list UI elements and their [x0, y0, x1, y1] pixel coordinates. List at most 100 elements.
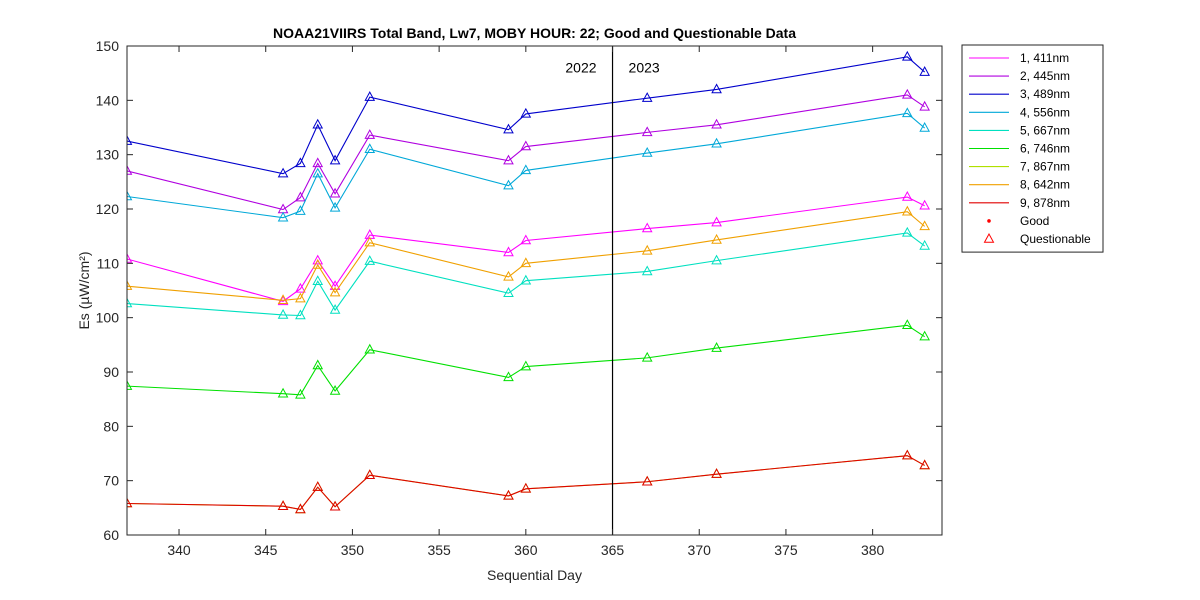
y-axis-label: Es (µW/cm²): [76, 251, 92, 329]
y-tick-label: 70: [103, 473, 119, 489]
legend-label: 1, 411nm: [1020, 51, 1069, 65]
axes: 340 345 350 355 360 365 370 375 380 60 70 80 90 100 11…: [96, 38, 943, 558]
legend-label: 7, 867nm: [1020, 160, 1070, 174]
data-point-marker: [520, 107, 532, 118]
data-point-marker: [520, 360, 532, 371]
series-line: [127, 94, 925, 211]
series-group: [127, 226, 931, 320]
axes-box: [126, 45, 943, 536]
data-point-marker: [520, 257, 532, 268]
data-point-marker: [295, 157, 306, 168]
data-point-marker: [277, 167, 289, 178]
y-tick-label: 140: [96, 92, 120, 108]
data-point-marker: [503, 489, 514, 500]
data-point-marker: [127, 497, 133, 508]
data-point-marker: [127, 297, 133, 308]
data-point-marker: [312, 258, 324, 269]
data-point-marker: [127, 252, 133, 263]
y-tick-label: 130: [96, 147, 120, 163]
data-point-marker: [295, 292, 306, 303]
data-point-marker: [127, 135, 133, 145]
y-tick-label: 90: [103, 364, 119, 380]
data-point-marker: [520, 140, 532, 151]
data-point-marker: [364, 255, 376, 265]
x-tick-label: 345: [254, 542, 278, 558]
data-point-marker: [919, 330, 931, 341]
data-point-marker: [919, 199, 931, 210]
y-tick-label: 60: [103, 527, 119, 543]
data-point-marker: [364, 469, 376, 479]
data-point-marker: [901, 205, 913, 216]
data-point-marker: [520, 164, 532, 175]
data-point-marker: [641, 126, 653, 137]
series-group: [127, 50, 931, 178]
legend-good-marker: [987, 219, 991, 223]
data-point-marker: [295, 282, 306, 293]
series-group: [127, 88, 931, 214]
series-group: [127, 107, 931, 222]
data-point-marker: [919, 66, 931, 76]
data-point-marker: [329, 154, 341, 165]
data-point-marker: [312, 254, 324, 265]
legend-label: 2, 445nm: [1020, 69, 1070, 83]
series-group: [127, 205, 931, 305]
data-point-marker: [641, 146, 653, 157]
x-tick-label: 360: [514, 542, 538, 558]
data-point-marker: [520, 482, 532, 493]
data-point-marker: [329, 500, 341, 511]
data-point-marker: [641, 475, 653, 486]
data-point-marker: [641, 244, 653, 255]
data-point-marker: [277, 500, 289, 510]
y-tick-label: 80: [103, 418, 119, 434]
data-point-marker: [641, 351, 653, 362]
series-layer: [127, 50, 931, 514]
plot-area: [127, 46, 942, 535]
data-point-marker: [329, 201, 341, 212]
data-point-marker: [919, 121, 931, 132]
data-point-marker: [295, 388, 306, 399]
data-point-marker: [277, 387, 289, 398]
data-point-marker: [364, 143, 376, 153]
data-point-marker: [919, 239, 931, 250]
data-point-marker: [312, 275, 324, 286]
data-point-marker: [277, 308, 289, 319]
data-point-marker: [503, 154, 514, 165]
data-point-marker: [329, 384, 341, 395]
data-point-marker: [503, 270, 514, 281]
data-point-marker: [641, 222, 653, 233]
legend-label: Good: [1020, 214, 1049, 228]
legend-label: 4, 556nm: [1020, 105, 1070, 119]
data-point-marker: [641, 265, 653, 276]
legend-label: 6, 746nm: [1020, 142, 1070, 156]
data-point-marker: [329, 304, 341, 314]
data-point-marker: [295, 503, 306, 514]
data-point-marker: [312, 118, 324, 129]
data-point-marker: [641, 92, 653, 102]
x-tick-label: 380: [861, 542, 885, 558]
data-point-marker: [312, 167, 324, 178]
data-point-marker: [127, 380, 133, 390]
y-tick-label: 100: [96, 310, 120, 326]
data-point-marker: [312, 481, 324, 491]
data-point-marker: [919, 220, 931, 231]
data-point-marker: [901, 107, 913, 118]
data-point-marker: [901, 319, 913, 330]
data-point-marker: [312, 359, 324, 370]
data-point-marker: [901, 449, 913, 460]
legend-label: 5, 667nm: [1020, 123, 1070, 137]
x-tick-label: 370: [688, 542, 712, 558]
data-point-marker: [127, 190, 133, 201]
data-point-marker: [919, 459, 931, 470]
x-tick-label: 365: [601, 542, 625, 558]
data-point-marker: [503, 287, 514, 297]
data-point-marker: [901, 226, 913, 237]
data-point-marker: [503, 123, 514, 134]
year-annotation: 2022: [565, 60, 596, 76]
data-point-marker: [711, 233, 722, 244]
data-point-marker: [277, 294, 289, 305]
series-group: [127, 319, 931, 399]
data-point-marker: [711, 342, 722, 352]
data-point-marker: [295, 205, 306, 215]
legend-label: Questionable: [1020, 232, 1091, 246]
data-point-marker: [295, 191, 306, 202]
